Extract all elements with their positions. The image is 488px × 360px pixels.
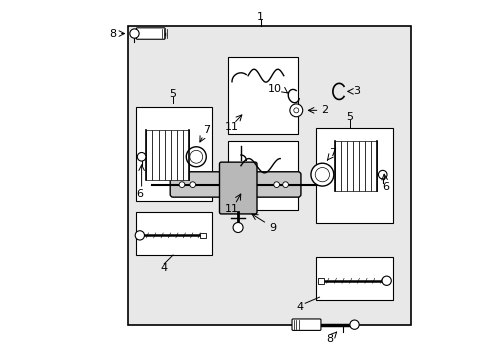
Bar xyxy=(170,130,177,180)
Circle shape xyxy=(189,182,195,188)
Bar xyxy=(346,141,352,191)
Circle shape xyxy=(137,153,145,161)
Text: 4: 4 xyxy=(160,262,167,273)
Text: 5: 5 xyxy=(169,89,176,99)
Bar xyxy=(334,141,340,191)
Bar xyxy=(177,130,183,180)
Circle shape xyxy=(381,276,390,285)
Circle shape xyxy=(135,231,144,240)
Circle shape xyxy=(349,320,358,329)
Bar xyxy=(358,141,365,191)
Bar xyxy=(152,130,158,180)
Text: 11: 11 xyxy=(224,203,239,213)
Text: 9: 9 xyxy=(269,223,276,233)
Circle shape xyxy=(130,29,139,38)
Bar xyxy=(128,26,410,325)
Text: 10: 10 xyxy=(267,84,281,94)
Circle shape xyxy=(179,182,184,188)
Circle shape xyxy=(189,150,203,163)
Bar xyxy=(315,257,392,300)
Text: 7: 7 xyxy=(329,148,336,158)
Bar xyxy=(228,141,298,210)
Text: 4: 4 xyxy=(296,302,303,312)
Bar xyxy=(135,107,212,202)
Bar xyxy=(146,130,152,180)
FancyBboxPatch shape xyxy=(136,28,165,39)
Text: 3: 3 xyxy=(353,86,360,96)
Text: 7: 7 xyxy=(203,125,210,135)
Text: 11: 11 xyxy=(224,122,239,132)
Bar xyxy=(164,130,170,180)
FancyBboxPatch shape xyxy=(291,319,320,330)
Circle shape xyxy=(378,170,386,179)
Text: 8: 8 xyxy=(326,334,333,344)
Bar xyxy=(317,278,324,284)
Text: 6: 6 xyxy=(136,189,143,199)
Circle shape xyxy=(310,163,333,186)
Circle shape xyxy=(315,167,329,182)
Bar xyxy=(135,212,212,255)
Bar xyxy=(352,141,358,191)
Text: 2: 2 xyxy=(321,105,328,115)
Bar xyxy=(200,233,206,238)
Bar xyxy=(183,130,189,180)
Circle shape xyxy=(293,108,298,113)
Circle shape xyxy=(289,104,302,117)
Bar xyxy=(370,141,377,191)
Bar xyxy=(158,130,164,180)
Circle shape xyxy=(282,182,288,188)
Circle shape xyxy=(186,147,206,167)
Bar xyxy=(315,128,392,223)
Circle shape xyxy=(273,182,279,188)
Bar xyxy=(228,57,298,134)
FancyBboxPatch shape xyxy=(219,162,257,214)
Text: 1: 1 xyxy=(257,13,264,22)
FancyBboxPatch shape xyxy=(170,172,300,197)
Text: 6: 6 xyxy=(381,182,388,192)
Text: 8: 8 xyxy=(108,28,116,39)
Bar xyxy=(365,141,370,191)
Circle shape xyxy=(233,222,243,233)
Text: 5: 5 xyxy=(346,112,353,122)
Bar xyxy=(340,141,346,191)
